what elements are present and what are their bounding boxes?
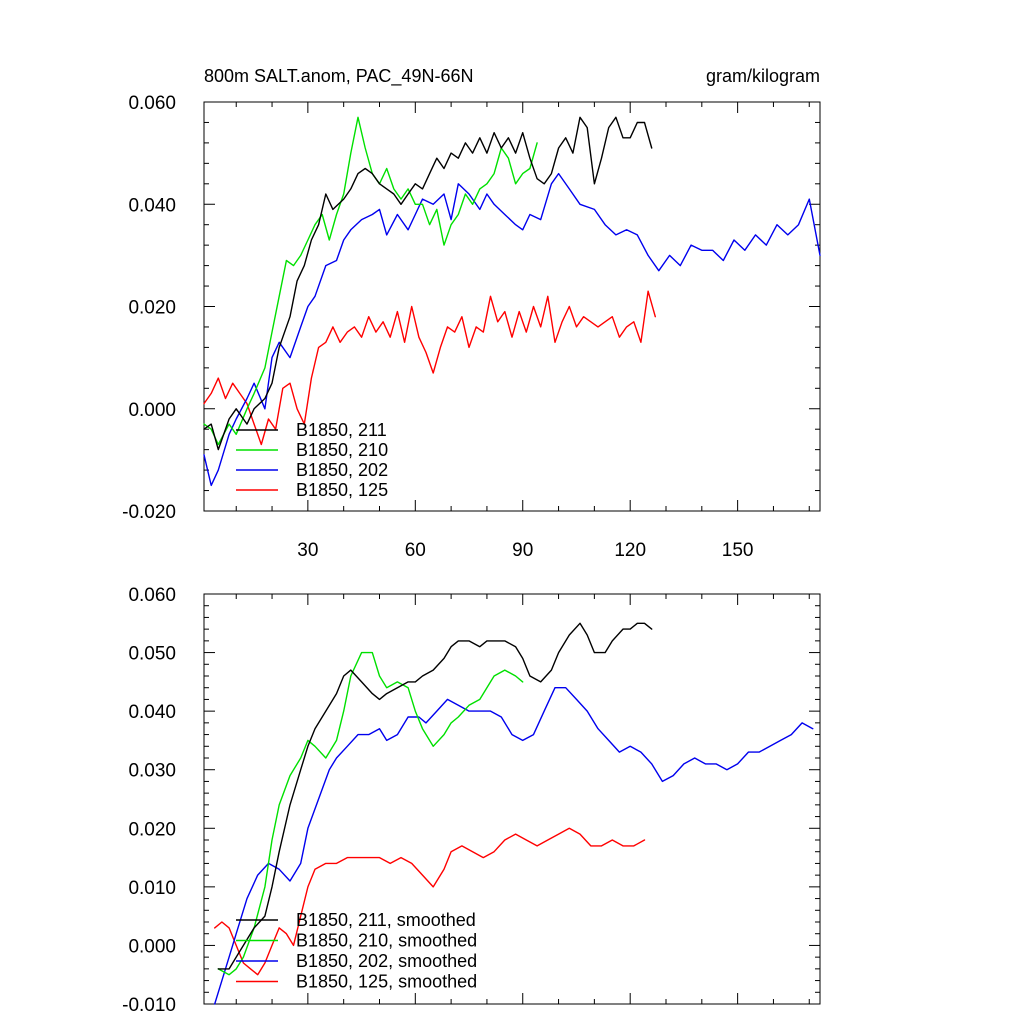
- top-x-tick-label: 90: [512, 540, 533, 561]
- top-legend-label-202: B1850, 202: [296, 460, 388, 480]
- top-series-211-line: [203, 116, 653, 451]
- top-y-tick-label: 0.040: [128, 195, 176, 216]
- bottom-series-125-line: [213, 827, 646, 976]
- bottom-y-tick-label: 0.050: [128, 644, 176, 665]
- top-x-tick-label: 30: [297, 540, 318, 561]
- bottom-y-tick-label: 0.030: [128, 761, 176, 782]
- bottom-y-tick-label: 0.040: [128, 702, 176, 723]
- bottom-panel: 0.060 0.050 0.040 0.030 0.020 0.010 0.000 -0.01…: [122, 585, 821, 1016]
- bottom-plot-frame: [203, 593, 821, 1005]
- top-y-tick-label: 0.060: [128, 93, 176, 114]
- bottom-legend-label-125: B1850, 125, smoothed: [296, 972, 477, 992]
- bottom-legend-label-210: B1850, 210, smoothed: [296, 931, 477, 951]
- bottom-series-202-line: [213, 687, 814, 1005]
- bottom-y-tick-label: -0.010: [122, 995, 176, 1016]
- top-y-tick-labels: 0.060 0.040 0.020 0.000 -0.020: [122, 93, 176, 523]
- bottom-y-tick-label: 0.060: [128, 585, 176, 606]
- top-y-tick-label: 0.020: [128, 298, 176, 319]
- top-x-tick-labels: 30 60 90 120 150: [297, 540, 753, 561]
- bottom-series-lines: [213, 622, 814, 1005]
- chart-units: gram/kilogram: [706, 66, 820, 86]
- bottom-axis-ticks: [204, 593, 820, 1005]
- bottom-series-211-line: [217, 622, 653, 970]
- bottom-series-210-line: [217, 651, 524, 976]
- bottom-y-tick-label: 0.020: [128, 819, 176, 840]
- top-y-tick-label: -0.020: [122, 502, 176, 523]
- top-legend-label-210: B1850, 210: [296, 440, 388, 460]
- bottom-y-tick-labels: 0.060 0.050 0.040 0.030 0.020 0.010 0.000 -0.01…: [122, 585, 176, 1016]
- top-x-tick-label: 120: [614, 540, 646, 561]
- top-legend-label-211: B1850, 211: [296, 420, 387, 440]
- top-series-210-line: [203, 116, 538, 446]
- chart-title: 800m SALT.anom, PAC_49N-66N: [204, 66, 473, 87]
- top-series-202-line: [203, 172, 821, 487]
- top-y-tick-label: 0.000: [128, 400, 176, 421]
- top-legend-label-125: B1850, 125: [296, 480, 388, 500]
- bottom-y-tick-label: 0.000: [128, 936, 176, 957]
- bottom-legend-label-211: B1850, 211, smoothed: [296, 910, 476, 930]
- top-series-125-line: [203, 290, 656, 446]
- top-x-tick-label: 150: [722, 540, 754, 561]
- bottom-legend-label-202: B1850, 202, smoothed: [296, 951, 477, 971]
- top-x-tick-label: 60: [405, 540, 426, 561]
- bottom-y-tick-label: 0.010: [128, 878, 176, 899]
- top-series-lines: [203, 116, 821, 487]
